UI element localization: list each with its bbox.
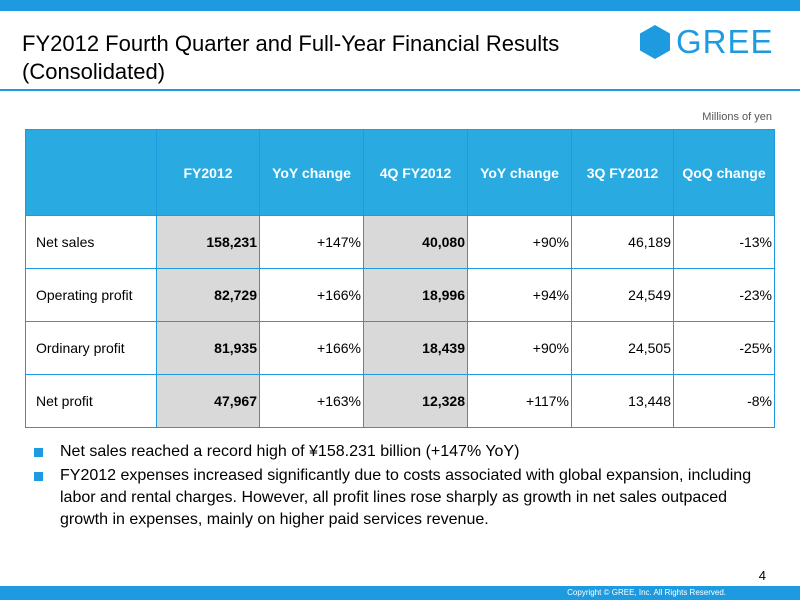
page-title: FY2012 Fourth Quarter and Full-Year Fina… bbox=[22, 30, 622, 86]
table-cell: 82,729 bbox=[156, 268, 260, 322]
title-line-2: (Consolidated) bbox=[22, 59, 166, 84]
table-cell: -13% bbox=[673, 215, 775, 269]
table-cell: +90% bbox=[467, 321, 572, 375]
top-accent-bar bbox=[0, 0, 800, 11]
column-header bbox=[25, 129, 157, 216]
table-cell: +163% bbox=[259, 374, 364, 428]
table-cell: 24,505 bbox=[571, 321, 674, 375]
table-cell: 24,549 bbox=[571, 268, 674, 322]
title-divider bbox=[0, 89, 800, 91]
table-cell: 47,967 bbox=[156, 374, 260, 428]
table-cell: -25% bbox=[673, 321, 775, 375]
column-header: 4Q FY2012 bbox=[363, 129, 468, 216]
row-label: Operating profit bbox=[25, 268, 157, 322]
table-cell: 18,439 bbox=[363, 321, 468, 375]
table-cell: -8% bbox=[673, 374, 775, 428]
table-row: Operating profit 82,729 +166% 18,996 +94… bbox=[25, 268, 775, 322]
bullet-item: FY2012 expenses increased significantly … bbox=[34, 465, 774, 531]
row-label: Ordinary profit bbox=[25, 321, 157, 375]
table-cell: +94% bbox=[467, 268, 572, 322]
table-cell: 46,189 bbox=[571, 215, 674, 269]
summary-bullets: Net sales reached a record high of ¥158.… bbox=[34, 441, 774, 533]
unit-note: Millions of yen bbox=[702, 111, 772, 123]
title-line-1: FY2012 Fourth Quarter and Full-Year Fina… bbox=[22, 31, 560, 56]
footer-bar: Copyright © GREE, Inc. All Rights Reserv… bbox=[0, 586, 800, 600]
logo-wordmark: GREE bbox=[676, 23, 774, 60]
bullet-text: Net sales reached a record high of ¥158.… bbox=[60, 443, 520, 460]
table-cell: 12,328 bbox=[363, 374, 468, 428]
bullet-square-icon bbox=[34, 448, 43, 457]
column-header: QoQ change bbox=[673, 129, 775, 216]
table-cell: 18,996 bbox=[363, 268, 468, 322]
table-cell: +166% bbox=[259, 321, 364, 375]
bullet-text: FY2012 expenses increased significantly … bbox=[60, 467, 752, 528]
column-header: FY2012 bbox=[156, 129, 260, 216]
gree-hexagon-icon bbox=[640, 25, 670, 59]
page-number: 4 bbox=[758, 568, 766, 583]
row-label: Net sales bbox=[25, 215, 157, 269]
table-row: Net sales 158,231 +147% 40,080 +90% 46,1… bbox=[25, 215, 775, 269]
column-header: YoY change bbox=[467, 129, 572, 216]
table-cell: +117% bbox=[467, 374, 572, 428]
table-row: Ordinary profit 81,935 +166% 18,439 +90%… bbox=[25, 321, 775, 375]
bullet-square-icon bbox=[34, 472, 43, 481]
table-cell: 40,080 bbox=[363, 215, 468, 269]
copyright-text: Copyright © GREE, Inc. All Rights Reserv… bbox=[567, 588, 726, 597]
table-cell: +147% bbox=[259, 215, 364, 269]
column-header: 3Q FY2012 bbox=[571, 129, 674, 216]
bullet-item: Net sales reached a record high of ¥158.… bbox=[34, 441, 774, 463]
table-cell: -23% bbox=[673, 268, 775, 322]
table-header-row: FY2012 YoY change 4Q FY2012 YoY change 3… bbox=[25, 129, 775, 216]
table-row: Net profit 47,967 +163% 12,328 +117% 13,… bbox=[25, 374, 775, 428]
financial-results-table: FY2012 YoY change 4Q FY2012 YoY change 3… bbox=[25, 129, 775, 428]
table-cell: 81,935 bbox=[156, 321, 260, 375]
row-label: Net profit bbox=[25, 374, 157, 428]
table-cell: 13,448 bbox=[571, 374, 674, 428]
column-header: YoY change bbox=[259, 129, 364, 216]
table-cell: +166% bbox=[259, 268, 364, 322]
gree-logo: GREE bbox=[640, 24, 774, 60]
table-cell: +90% bbox=[467, 215, 572, 269]
table-cell: 158,231 bbox=[156, 215, 260, 269]
